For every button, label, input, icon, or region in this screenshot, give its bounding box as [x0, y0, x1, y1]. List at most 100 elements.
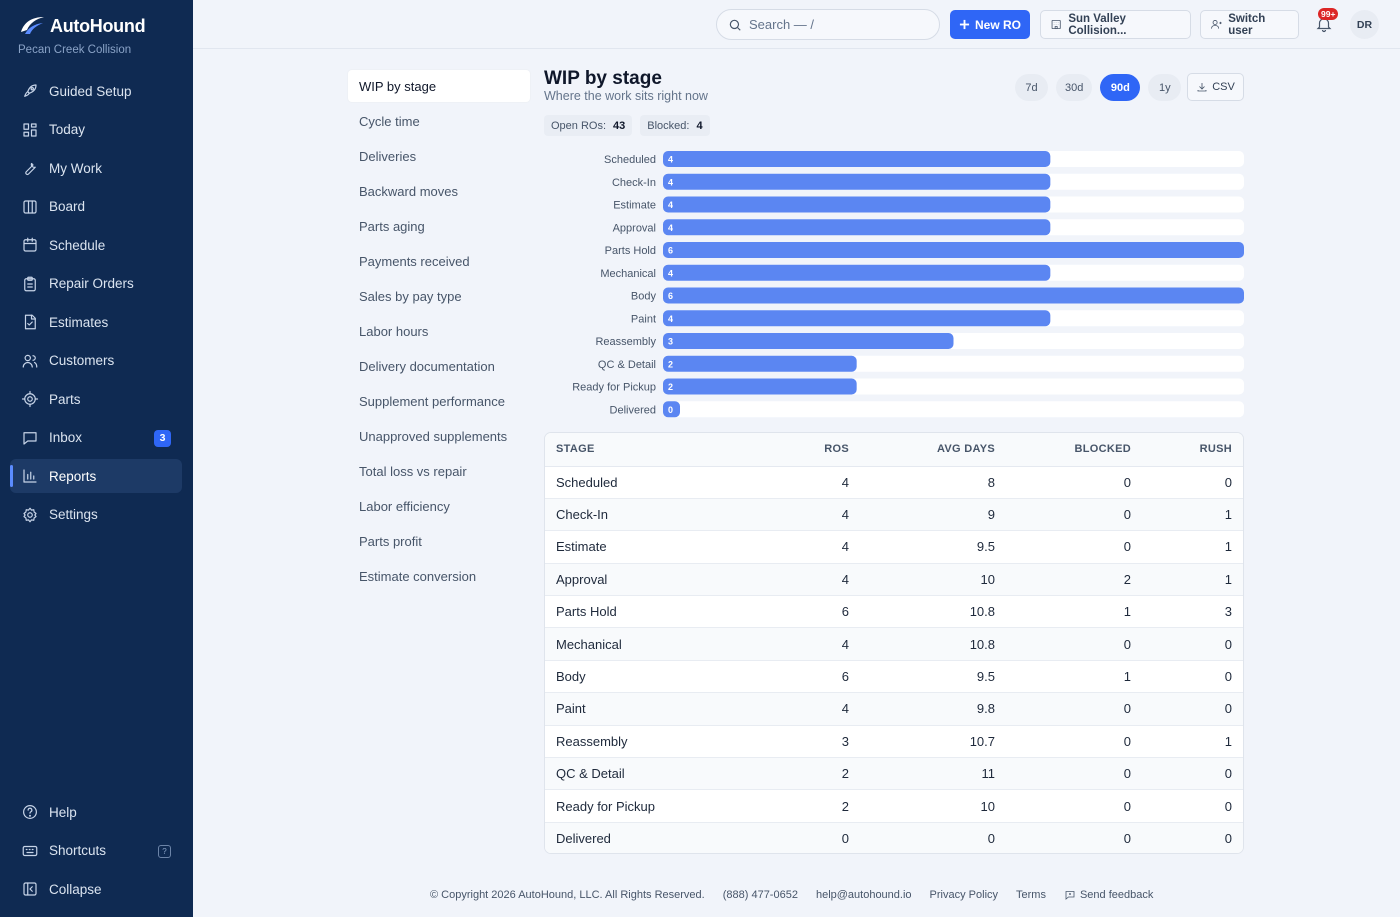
sidebar-item-parts[interactable]: Parts	[10, 382, 182, 416]
new-ro-button[interactable]: New RO	[950, 10, 1030, 39]
report-link-parts-profit[interactable]: Parts profit	[359, 533, 422, 549]
bar[interactable]	[663, 333, 954, 349]
table-row[interactable]: Approval 4 10 2 1	[545, 563, 1243, 597]
send-feedback-button[interactable]: Send feedback	[1064, 889, 1153, 901]
footer-terms-link[interactable]: Terms	[1016, 889, 1046, 901]
range-30d-button[interactable]: 30d	[1056, 74, 1093, 101]
cell-ros: 2	[775, 789, 849, 823]
table-row[interactable]: Ready for Pickup 2 10 0 0	[545, 789, 1243, 823]
cell-ros: 4	[775, 530, 849, 564]
sidebar-item-help[interactable]: Help	[10, 795, 182, 829]
brand[interactable]: AutoHound	[18, 14, 146, 38]
report-link-cycle-time[interactable]: Cycle time	[359, 113, 420, 129]
column-header-avg-days[interactable]: AVG DAYS	[849, 433, 995, 467]
bar-chart-icon	[21, 467, 39, 485]
blocked-value: 4	[696, 119, 703, 132]
footer-email-link[interactable]: help@autohound.io	[815, 889, 912, 901]
cell-avg-days: 0	[849, 822, 995, 853]
cell-ros: 4	[775, 563, 849, 597]
sidebar-item-estimates[interactable]: Estimates	[10, 305, 182, 339]
category-label: Approval	[613, 222, 656, 234]
report-link-labor-hours[interactable]: Labor hours	[359, 323, 429, 339]
table-row[interactable]: Paint 4 9.8 0 0	[545, 692, 1243, 726]
sidebar-item-my-work[interactable]: My Work	[10, 151, 182, 185]
bar[interactable]	[663, 355, 857, 372]
bar[interactable]	[663, 173, 1051, 190]
search-input[interactable]: Search — /	[716, 9, 940, 40]
bar[interactable]	[663, 264, 1051, 281]
notifications-badge: 99+	[1318, 8, 1339, 20]
cell-avg-days: 8	[849, 466, 995, 499]
export-csv-button[interactable]: CSV	[1187, 73, 1244, 101]
sidebar-item-shortcuts[interactable]: Shortcuts ?	[10, 834, 182, 868]
user-avatar[interactable]: DR	[1350, 10, 1379, 39]
category-label: Parts Hold	[605, 245, 656, 257]
sidebar-item-board[interactable]: Board	[10, 190, 182, 224]
bar[interactable]	[663, 401, 680, 418]
cell-rush: 0	[1131, 660, 1243, 694]
footer-privacy-link[interactable]: Privacy Policy	[929, 889, 999, 901]
range-7d-button[interactable]: 7d	[1015, 74, 1048, 101]
range-1y-button[interactable]: 1y	[1148, 74, 1182, 101]
sidebar-item-label: Schedule	[49, 237, 106, 253]
sidebar-item-customers[interactable]: Customers	[10, 344, 182, 378]
table-row[interactable]: Delivered 0 0 0 0	[545, 822, 1243, 853]
table-row[interactable]: Scheduled 4 8 0 0	[545, 466, 1243, 499]
sidebar-item-label: Board	[49, 199, 86, 214]
category-label: Ready for Pickup	[572, 382, 656, 394]
sidebar-item-settings[interactable]: Settings	[10, 498, 182, 532]
report-link-labor-efficiency[interactable]: Labor efficiency	[359, 498, 450, 514]
bar[interactable]	[663, 287, 1244, 304]
column-header-ros[interactable]: ROS	[775, 433, 849, 467]
report-link-delivery-documentation[interactable]: Delivery documentation	[359, 358, 495, 374]
column-header-blocked[interactable]: BLOCKED	[995, 433, 1131, 467]
report-link-sales-by-pay-type[interactable]: Sales by pay type	[359, 288, 462, 304]
open-ros-label: Open ROs:	[551, 119, 607, 132]
cell-avg-days: 10.8	[849, 595, 995, 629]
bar[interactable]	[663, 196, 1051, 213]
report-link-supplement-performance[interactable]: Supplement performance	[359, 393, 505, 409]
settings-icon	[21, 506, 39, 524]
cell-stage: Approval	[545, 563, 775, 597]
open-ros-stat: Open ROs: 43	[544, 115, 633, 136]
report-link-estimate-conversion[interactable]: Estimate conversion	[359, 568, 477, 584]
cell-avg-days: 10	[849, 563, 995, 597]
bar[interactable]	[663, 242, 1244, 258]
table-row[interactable]: Estimate 4 9.5 0 1	[545, 530, 1243, 564]
bar[interactable]	[663, 151, 1051, 167]
bar[interactable]	[663, 219, 1051, 236]
table-row[interactable]: Check-In 4 9 0 1	[545, 498, 1243, 532]
sidebar-item-collapse[interactable]: Collapse	[10, 872, 182, 906]
report-link-deliveries[interactable]: Deliveries	[359, 148, 417, 164]
report-link-total-loss-vs-repair[interactable]: Total loss vs repair	[359, 463, 467, 479]
report-link-backward-moves[interactable]: Backward moves	[359, 183, 458, 199]
sidebar-item-label: Reports	[49, 468, 97, 484]
range-90d-button[interactable]: 90d	[1100, 74, 1141, 101]
report-link-unapproved-supplements[interactable]: Unapproved supplements	[359, 428, 508, 444]
sidebar-item-guided-setup[interactable]: Guided Setup	[10, 74, 182, 108]
bar-value-label: 3	[668, 337, 673, 347]
sidebar-item-today[interactable]: Today	[10, 113, 182, 147]
building-icon	[1051, 19, 1061, 30]
table-row[interactable]: Reassembly 3 10.7 0 1	[545, 725, 1243, 759]
footer-phone-link[interactable]: (888) 477-0652	[722, 889, 798, 901]
cell-avg-days: 9.5	[849, 530, 995, 564]
sidebar-item-inbox[interactable]: Inbox 3	[10, 421, 182, 455]
report-link-wip-by-stage[interactable]: WIP by stage	[348, 70, 530, 102]
table-row[interactable]: Mechanical 4 10.8 0 0	[545, 627, 1243, 661]
sidebar-item-schedule[interactable]: Schedule	[10, 228, 182, 262]
table-row[interactable]: Parts Hold 6 10.8 1 3	[545, 595, 1243, 629]
report-link-payments-received[interactable]: Payments received	[359, 253, 470, 269]
table-row[interactable]: Body 6 9.5 1 0	[545, 660, 1243, 694]
switch-user-button[interactable]: Switch user	[1200, 10, 1299, 39]
page-subtitle: Where the work sits right now	[544, 89, 708, 103]
table-row[interactable]: QC & Detail 2 11 0 0	[545, 757, 1243, 791]
column-header-rush[interactable]: RUSH	[1131, 433, 1243, 467]
sidebar-item-reports[interactable]: Reports	[10, 459, 182, 493]
sidebar-item-repair-orders[interactable]: Repair Orders	[10, 267, 182, 301]
bar[interactable]	[663, 378, 857, 395]
bar[interactable]	[663, 310, 1051, 327]
column-header-stage[interactable]: STAGE	[545, 433, 775, 467]
report-link-parts-aging[interactable]: Parts aging	[359, 218, 425, 234]
shop-switcher-button[interactable]: Sun Valley Collision...	[1040, 10, 1191, 39]
